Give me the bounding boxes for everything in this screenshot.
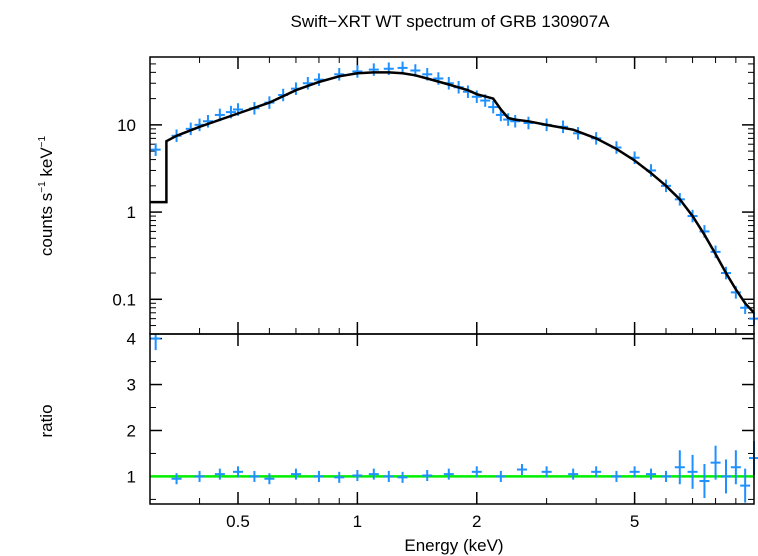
y-tick-label: 10 (117, 116, 136, 135)
ratio-frame (149, 333, 755, 505)
x-tick-label: 0.5 (226, 512, 250, 531)
spectrum-frame (149, 56, 755, 335)
ratio-y-tick-label: 4 (127, 330, 136, 349)
y-axis-label-ratio: ratio (37, 404, 56, 437)
y-axis-label-spectrum: counts s−1 keV−1 (37, 135, 56, 256)
x-tick-label: 2 (472, 512, 481, 531)
x-tick-label: 5 (630, 512, 639, 531)
ratio-y-tick-label: 3 (127, 376, 136, 395)
x-tick-label: 1 (353, 512, 362, 531)
ratio-y-tick-label: 2 (127, 421, 136, 440)
tick-marks (150, 57, 754, 504)
x-axis-label: Energy (keV) (404, 536, 503, 555)
tick-labels: 0.5 1 2 5 0.1 1 10 1 2 3 4 (112, 116, 639, 531)
spectrum-panel (150, 61, 758, 325)
y-tick-label: 1 (127, 203, 136, 222)
ratio-panel (150, 334, 758, 503)
model-curve (150, 71, 755, 314)
chart-title: Swift−XRT WT spectrum of GRB 130907A (291, 12, 611, 31)
ratio-y-tick-label: 1 (127, 467, 136, 486)
y-tick-label: 0.1 (112, 290, 136, 309)
